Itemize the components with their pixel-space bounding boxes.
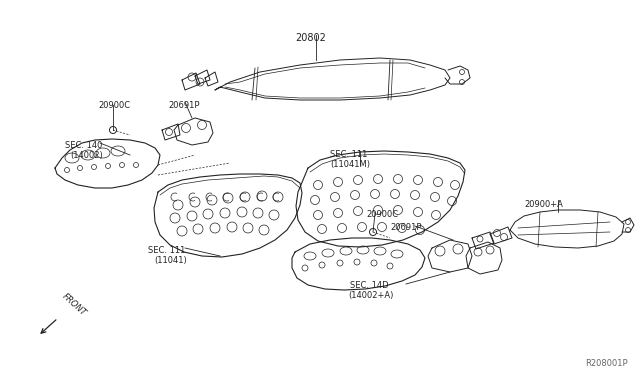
Text: FRONT: FRONT	[60, 292, 88, 318]
Text: SEC. 111: SEC. 111	[330, 150, 367, 159]
Text: SEC. 140: SEC. 140	[65, 141, 102, 150]
Text: 20900C: 20900C	[98, 101, 130, 110]
Text: (11041M): (11041M)	[330, 160, 370, 169]
Text: (11041): (11041)	[154, 256, 187, 265]
Text: 20900+A: 20900+A	[524, 200, 563, 209]
Text: SEC. 14D: SEC. 14D	[350, 281, 388, 290]
Text: (14002): (14002)	[70, 151, 103, 160]
Text: (14002+A): (14002+A)	[348, 291, 394, 300]
Text: R208001P: R208001P	[586, 359, 628, 368]
Text: 20691P: 20691P	[168, 101, 200, 110]
Text: 20691P: 20691P	[390, 223, 422, 232]
Text: SEC. 111: SEC. 111	[148, 246, 186, 255]
Text: 20802: 20802	[295, 33, 326, 43]
Text: 20900C: 20900C	[366, 210, 398, 219]
